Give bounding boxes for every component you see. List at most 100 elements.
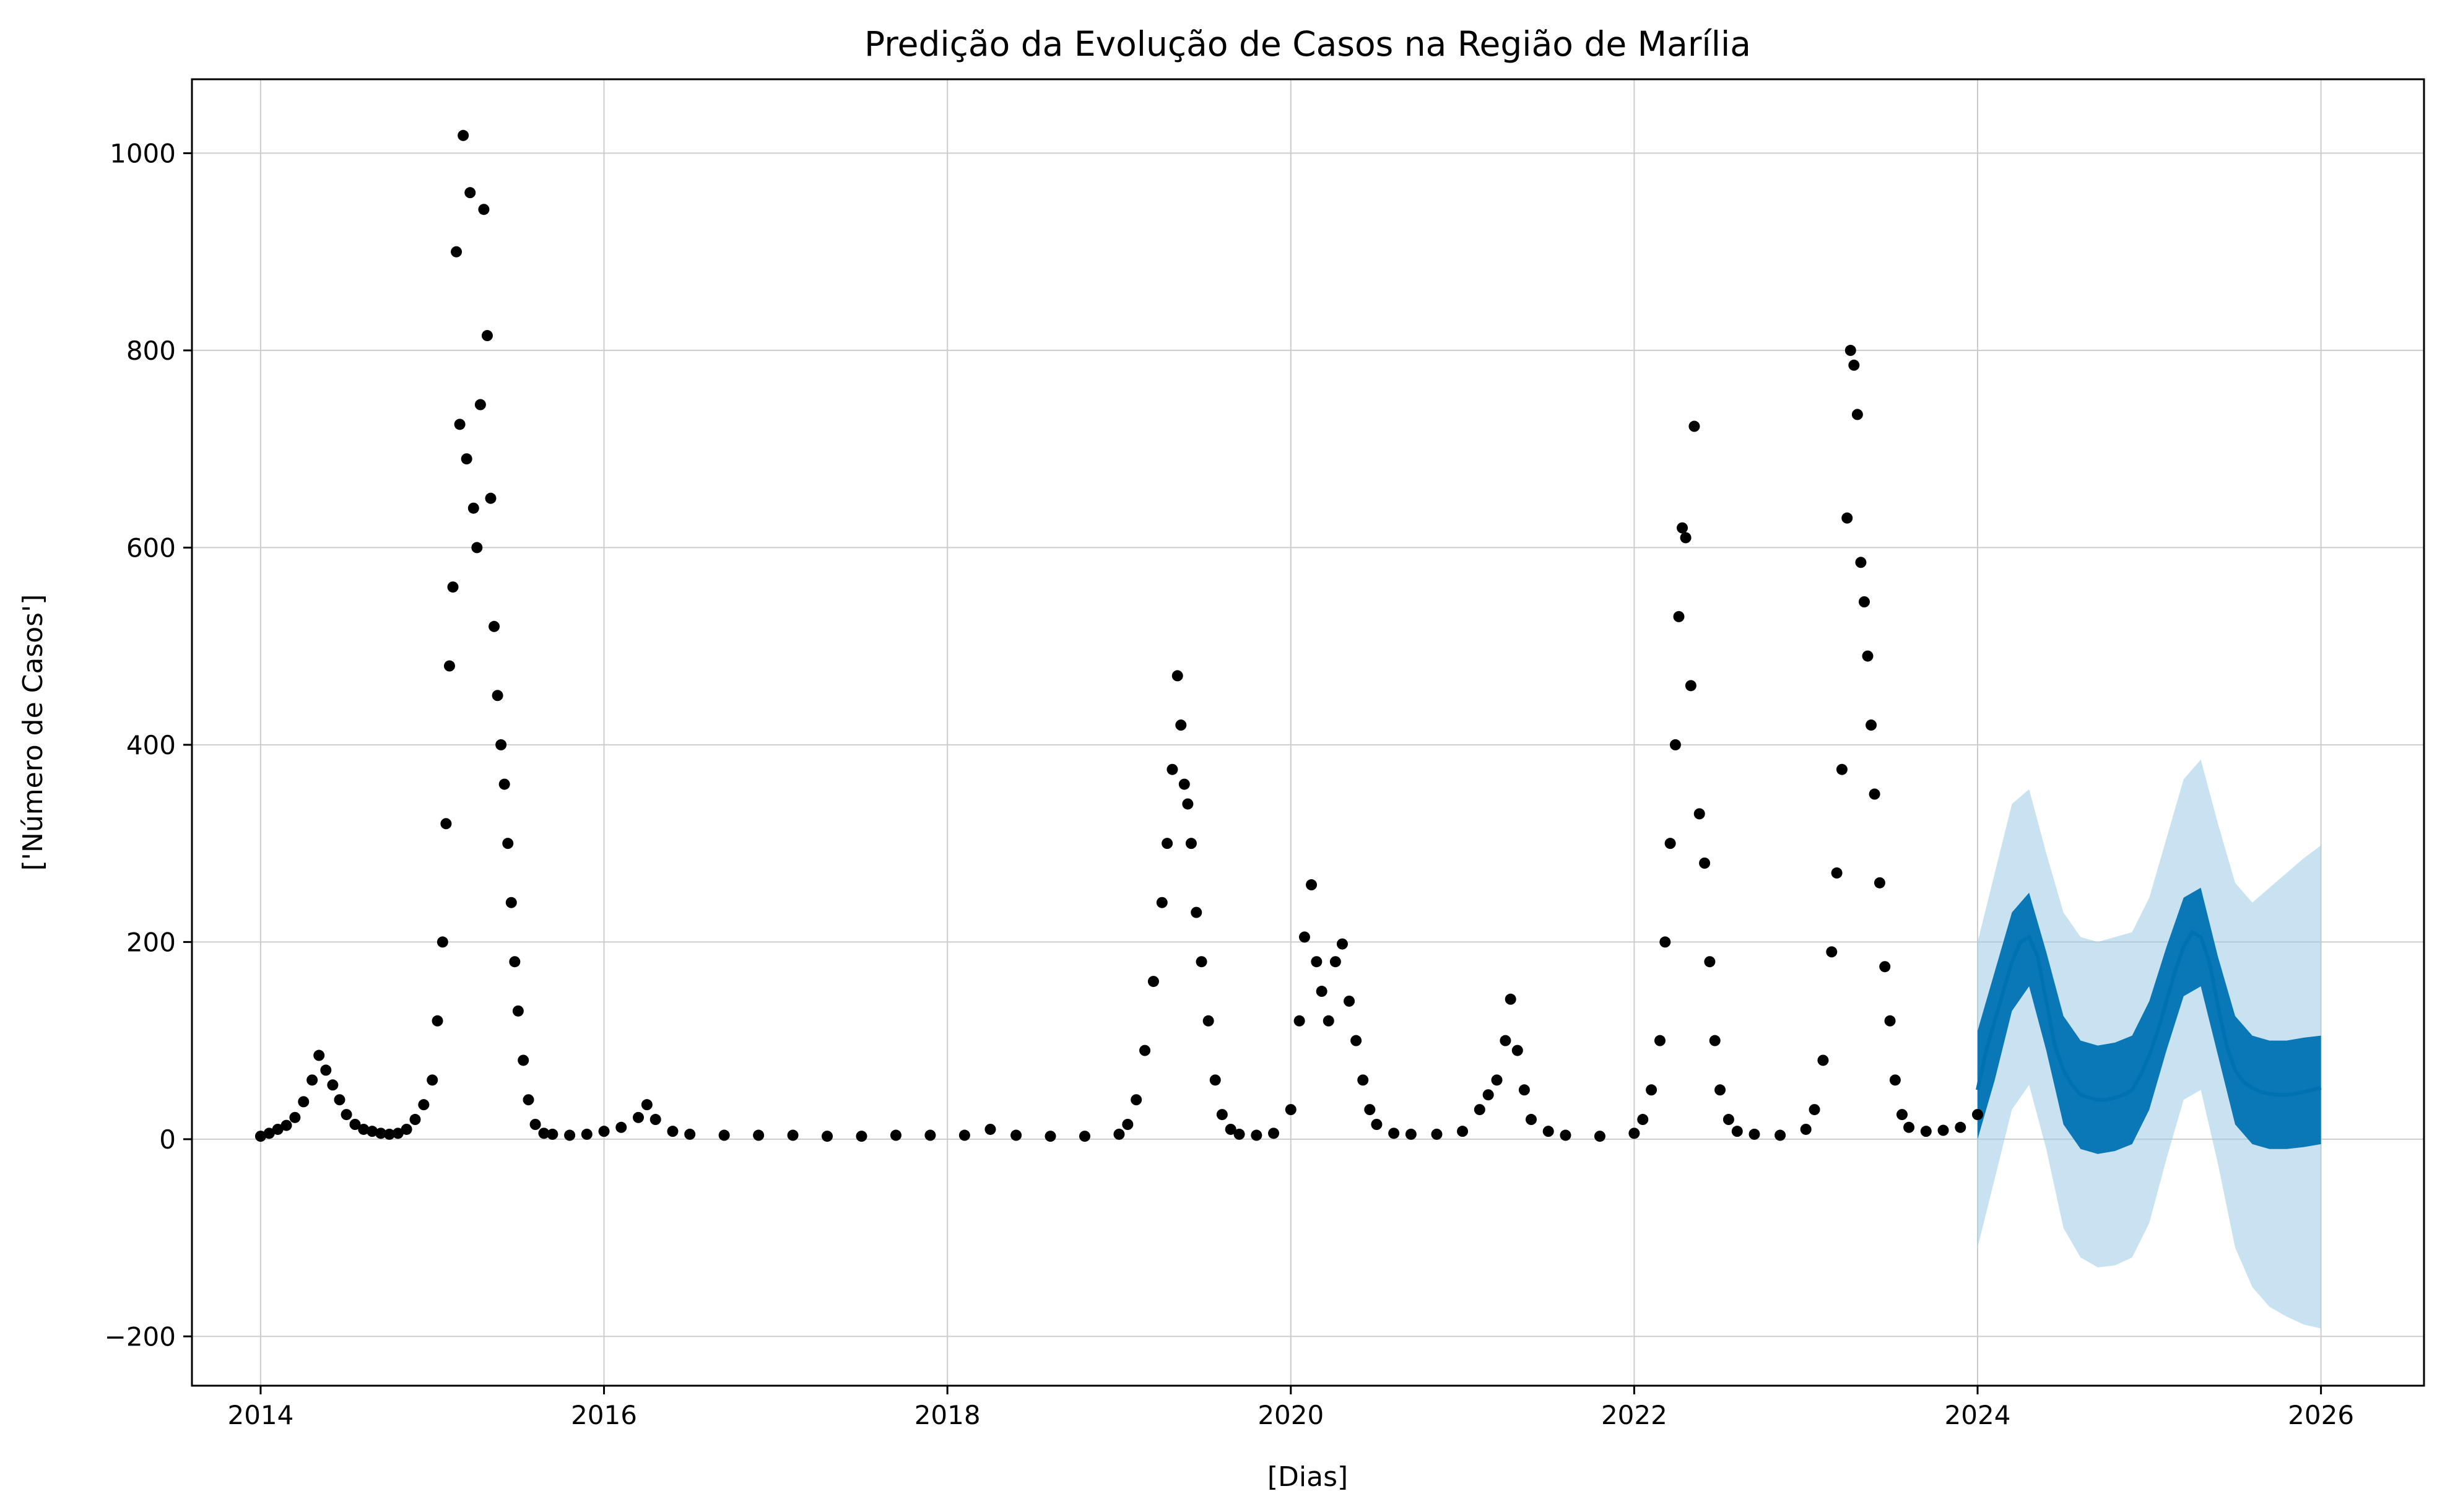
observed-point: [505, 897, 517, 908]
observed-point: [641, 1099, 653, 1111]
observed-point: [1185, 838, 1197, 849]
observed-point: [383, 1128, 395, 1140]
observed-point: [464, 187, 476, 199]
observed-point: [1511, 1045, 1523, 1056]
observed-point: [1775, 1129, 1786, 1141]
observed-point: [1693, 808, 1705, 820]
observed-point: [1685, 680, 1696, 692]
observed-point: [1298, 931, 1310, 943]
y-tick-label: 1000: [110, 138, 176, 168]
y-axis-label: ['Número de Casos']: [17, 594, 49, 871]
y-tick-label: 800: [126, 336, 176, 366]
observed-point: [498, 778, 510, 790]
observed-point: [306, 1074, 318, 1086]
observed-point: [856, 1131, 867, 1142]
observed-point: [1731, 1126, 1743, 1137]
observed-point: [349, 1119, 361, 1130]
observed-point: [598, 1126, 610, 1137]
observed-point: [1594, 1131, 1605, 1142]
observed-point: [432, 1015, 443, 1027]
observed-point: [1209, 1074, 1221, 1086]
observed-point: [334, 1094, 345, 1106]
observed-point: [1972, 1109, 1983, 1121]
observed-point: [1171, 670, 1183, 682]
observed-point: [1175, 719, 1187, 731]
observed-point: [1851, 409, 1863, 420]
observed-point: [1329, 956, 1341, 968]
observed-point: [1874, 877, 1885, 889]
observed-point: [1903, 1121, 1915, 1133]
observed-point: [451, 246, 463, 258]
observed-point: [478, 204, 490, 215]
observed-point: [392, 1127, 404, 1139]
observed-point: [492, 690, 503, 702]
x-tick-label: 2016: [571, 1400, 637, 1430]
observed-point: [1457, 1126, 1469, 1137]
observed-point: [1045, 1131, 1056, 1142]
observed-point: [1268, 1127, 1280, 1139]
observed-point: [1826, 946, 1838, 958]
observed-point: [958, 1129, 970, 1141]
observed-point: [1542, 1126, 1554, 1137]
observed-point: [1156, 897, 1168, 908]
observed-point: [1955, 1121, 1966, 1133]
x-tick-label: 2014: [227, 1400, 293, 1430]
observed-point: [458, 129, 469, 141]
observed-point: [822, 1131, 833, 1142]
observed-point: [502, 838, 514, 849]
observed-point: [437, 936, 448, 948]
x-tick-label: 2022: [1601, 1400, 1667, 1430]
observed-point: [1722, 1114, 1734, 1126]
observed-point: [1879, 961, 1891, 973]
observed-point: [1836, 763, 1848, 775]
observed-point: [327, 1079, 339, 1091]
observed-point: [1659, 936, 1671, 948]
observed-point: [401, 1123, 412, 1135]
y-axis-ticks: −200 0 200 400 600 800 1000: [105, 138, 192, 1352]
observed-point: [1920, 1126, 1932, 1137]
observed-point: [1285, 1104, 1297, 1116]
observed-point: [1147, 976, 1159, 988]
observed-point: [1560, 1129, 1571, 1141]
observed-point: [272, 1123, 284, 1135]
observed-point: [1848, 359, 1860, 371]
observed-point: [358, 1123, 370, 1135]
observed-point: [523, 1094, 534, 1106]
observed-point: [427, 1074, 438, 1086]
observed-point: [512, 1005, 524, 1017]
y-tick-label: 200: [126, 927, 176, 957]
observed-point: [1364, 1104, 1376, 1116]
observed-point: [581, 1128, 593, 1140]
observed-point: [538, 1127, 550, 1139]
observed-point: [684, 1128, 696, 1140]
x-tick-label: 2026: [2288, 1400, 2354, 1430]
inner-uncertainty-band: [1978, 887, 2321, 1154]
observed-point: [1344, 995, 1355, 1007]
observed-point: [375, 1127, 387, 1139]
observed-point: [367, 1126, 378, 1137]
observed-point: [341, 1109, 352, 1121]
observed-point: [1677, 522, 1688, 534]
observed-point: [1166, 763, 1178, 775]
observed-point: [461, 453, 472, 465]
observed-point: [1831, 867, 1843, 879]
observed-point: [1233, 1128, 1245, 1140]
observed-point: [485, 492, 497, 504]
observed-point: [753, 1129, 765, 1141]
observed-point: [1202, 1015, 1214, 1027]
observed-point: [1646, 1084, 1657, 1096]
observed-point: [1178, 778, 1190, 790]
observed-point: [474, 399, 486, 411]
observed-point: [1474, 1104, 1485, 1116]
forecast-line: [1976, 929, 2322, 1102]
observed-point: [1869, 788, 1880, 800]
observed-point: [1196, 956, 1207, 968]
observed-point: [1680, 532, 1692, 544]
observed-point: [1669, 739, 1681, 750]
observed-point: [1505, 993, 1516, 1005]
x-axis-ticks: 2014 2016 2018 2020 2022 2024 2026: [227, 1386, 2354, 1430]
observed-point: [1010, 1129, 1022, 1141]
observed-point: [890, 1129, 901, 1141]
observed-point: [509, 956, 521, 968]
observed-point: [280, 1119, 292, 1131]
